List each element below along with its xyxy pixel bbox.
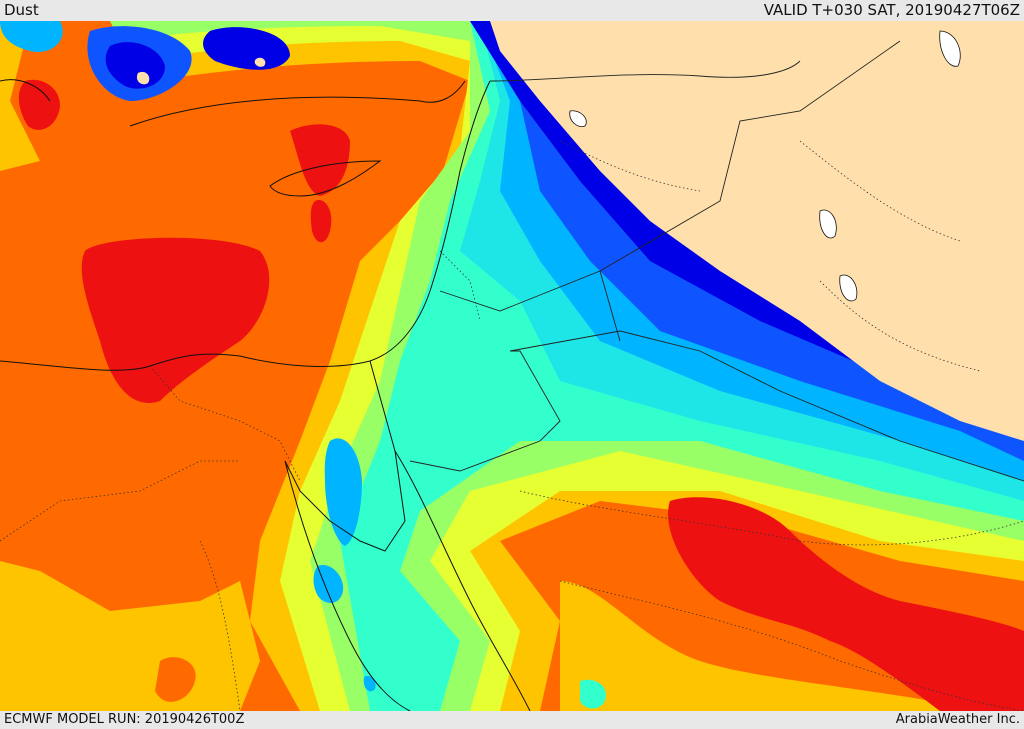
dust-field-sky <box>324 438 362 546</box>
dust-field-amber <box>0 21 40 171</box>
dust-field-red <box>18 79 60 130</box>
dust-field-red <box>81 237 270 403</box>
lake <box>569 30 961 302</box>
no-data-area <box>136 71 150 85</box>
model-run: ECMWF MODEL RUN: 20190426T00Z <box>4 712 245 727</box>
no-data-area <box>254 57 266 67</box>
dust-field-navy <box>105 42 165 89</box>
provider-credit: ArabiaWeather Inc. <box>895 712 1020 727</box>
dust-field-orange <box>155 657 196 702</box>
admin-border <box>0 140 1024 711</box>
dust-field-sky <box>363 675 376 692</box>
dust-field-red <box>668 497 1024 711</box>
product-title: Dust <box>4 1 39 19</box>
dust-map[interactable] <box>0 21 1024 711</box>
dust-field-navy <box>203 27 290 70</box>
header-bar: Dust VALID T+030 SAT, 20190427T06Z <box>0 0 1024 21</box>
coastline <box>0 79 531 711</box>
valid-time: VALID T+030 SAT, 20190427T06Z <box>763 1 1020 19</box>
dust-field-aqua <box>580 679 606 709</box>
country-border <box>409 40 1024 482</box>
dust-field-red <box>310 200 332 243</box>
dust-field-sky <box>0 21 63 52</box>
no-data-area <box>490 21 1024 441</box>
footer-bar: ECMWF MODEL RUN: 20190426T00Z ArabiaWeat… <box>0 711 1024 729</box>
dust-field-red <box>290 124 350 196</box>
dust-field-amber <box>560 581 980 711</box>
